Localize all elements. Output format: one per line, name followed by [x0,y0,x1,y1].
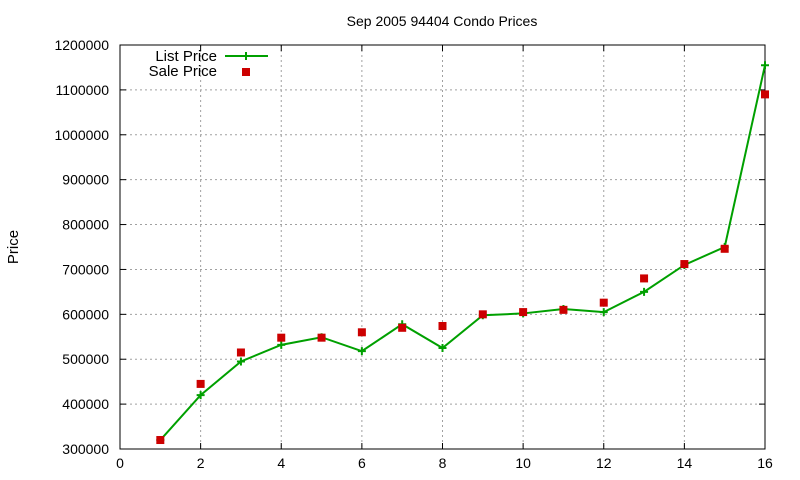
list-price-point [236,357,245,366]
y-axis-label: Price [5,230,22,264]
x-tick-label: 12 [596,455,612,471]
y-tick-label: 600000 [62,306,109,322]
sale-price-point [438,322,447,331]
legend: List Price Sale Price [149,48,268,80]
y-tick-label: 900000 [62,172,109,188]
series-line-list-price [159,64,766,441]
y-tick-label: 500000 [62,351,109,367]
list-price-point [196,391,205,400]
sale-price-point [478,310,487,319]
sale-price-point [720,244,729,253]
sale-price-point [559,305,568,314]
legend-marker-sale-price [242,68,250,76]
sale-price-point [196,379,205,388]
sale-price-point [156,436,165,445]
legend-symbol-list-price [225,52,268,60]
sale-price-point [640,274,649,283]
list-price-point [438,344,447,352]
list-price-point [599,308,608,317]
y-tick-label: 1000000 [54,127,109,143]
y-tick-label: 400000 [62,396,109,412]
series-layer [156,61,769,445]
y-tick-label: 300000 [62,441,109,457]
x-tick-label: 6 [358,455,366,471]
y-tick-label: 800000 [62,217,109,233]
sale-price-point [398,323,407,332]
legend-label-list-price: List Price [155,48,217,65]
sale-price-point [236,348,245,357]
x-tick-label: 8 [439,455,447,471]
y-tick-label: 1200000 [54,37,109,53]
x-tick-labels: 0 2 4 6 8 10 12 14 16 [116,455,773,471]
y-tick-labels: 300000 400000 500000 600000 700000 800000 9000… [54,37,109,457]
sale-price-point [277,333,286,342]
tick-marks [119,44,766,450]
list-price-point [640,287,649,296]
y-tick-label: 1100000 [56,82,110,98]
x-tick-label: 2 [197,455,205,471]
x-tick-label: 14 [677,455,693,471]
grid [120,45,765,449]
sale-price-point [680,260,689,269]
legend-marker-list-price [242,52,250,60]
list-price-point [357,347,366,356]
sale-price-point [599,298,608,307]
list-price-point [761,61,769,70]
list-price-point [277,340,286,349]
chart-title: Sep 2005 94404 Condo Prices [347,13,538,29]
x-tick-label: 16 [757,455,773,471]
x-tick-label: 0 [116,455,124,471]
sale-price-point [519,308,528,317]
sale-price-point [357,328,366,337]
legend-symbol-sale-price [242,68,250,76]
sale-price-point [761,90,769,99]
y-tick-label: 700000 [62,261,109,277]
x-tick-label: 4 [277,455,285,471]
sale-price-point [317,333,326,342]
x-tick-label: 10 [515,455,531,471]
legend-label-sale-price: Sale Price [149,63,217,80]
